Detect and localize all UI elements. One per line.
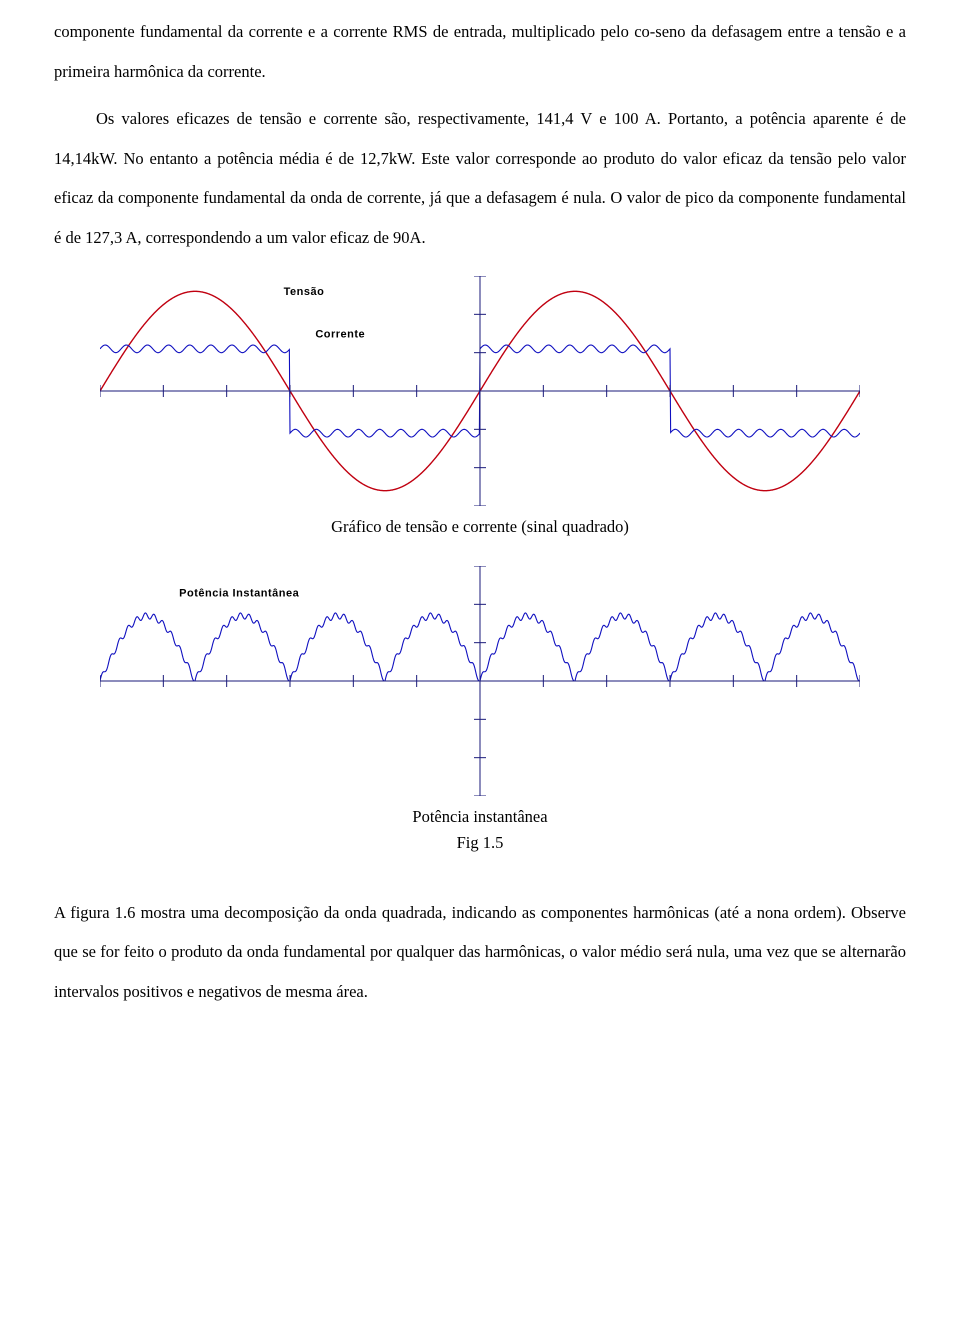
svg-text:Potência Instantânea: Potência Instantânea (179, 588, 299, 600)
caption-chart2-line1: Potência instantânea (412, 807, 547, 826)
caption-chart2-line2: Fig 1.5 (457, 833, 504, 852)
paragraph-1: componente fundamental da corrente e a c… (54, 12, 906, 91)
chart-voltage-current: Tensão Corrente (100, 276, 860, 506)
paragraph-2: Os valores eficazes de tensão e corrente… (54, 99, 906, 257)
paragraph-3: A figura 1.6 mostra uma decomposição da … (54, 893, 906, 1012)
page: componente fundamental da corrente e a c… (0, 0, 960, 1318)
caption-chart1: Gráfico de tensão e corrente (sinal quad… (54, 514, 906, 540)
svg-text:Corrente: Corrente (315, 328, 365, 340)
svg-text:Tensão: Tensão (284, 286, 325, 298)
caption-chart2: Potência instantânea Fig 1.5 (54, 804, 906, 857)
chart-power: Potência Instantânea (100, 566, 860, 796)
figure-power: Potência Instantânea (54, 566, 906, 796)
figure-voltage-current: Tensão Corrente (54, 276, 906, 506)
